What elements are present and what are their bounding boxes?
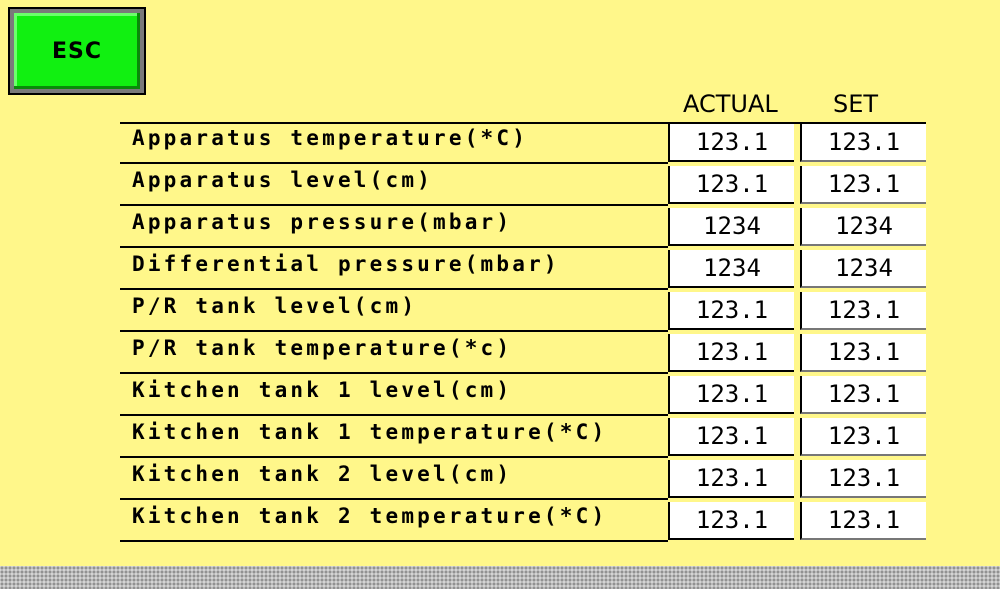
actual-value-field: 123.1 [668,460,794,498]
row-divider [120,540,668,542]
table-row: Kitchen tank 2 level(cm) 123.1 123.1 [120,458,926,500]
row-label: Kitchen tank 1 level(cm) [132,378,513,402]
row-divider [120,330,668,332]
table-row: Apparatus level(cm) 123.1 123.1 [120,164,926,206]
table-row: Kitchen tank 1 level(cm) 123.1 123.1 [120,374,926,416]
actual-column-header: ACTUAL [683,90,778,118]
table-top-divider [120,122,926,124]
row-divider [120,162,668,164]
row-label: Kitchen tank 2 level(cm) [132,462,513,486]
row-label: P/R tank level(cm) [132,294,418,318]
table-row: Differential pressure(mbar) 1234 1234 [120,248,926,290]
set-value-input[interactable]: 1234 [800,208,926,246]
actual-value-field: 123.1 [668,292,794,330]
row-divider [120,372,668,374]
row-label: Apparatus pressure(mbar) [132,210,513,234]
row-label: P/R tank temperature(*c) [132,336,513,360]
actual-value-field: 1234 [668,208,794,246]
row-divider [120,498,668,500]
set-value-input[interactable]: 123.1 [800,166,926,204]
actual-value-field: 123.1 [668,502,794,540]
set-value-input[interactable]: 123.1 [800,460,926,498]
table-row: Kitchen tank 2 temperature(*C) 123.1 123.1 [120,500,926,542]
set-value-input[interactable]: 123.1 [800,334,926,372]
esc-button[interactable]: ESC [8,7,146,95]
row-divider [120,246,668,248]
row-label: Kitchen tank 2 temperature(*C) [132,504,608,528]
table-row: P/R tank level(cm) 123.1 123.1 [120,290,926,332]
row-label: Differential pressure(mbar) [132,252,560,276]
actual-value-field: 123.1 [668,334,794,372]
set-value-input[interactable]: 123.1 [800,292,926,330]
actual-value-field: 123.1 [668,418,794,456]
row-divider [120,456,668,458]
set-value-input[interactable]: 123.1 [800,376,926,414]
row-divider [120,204,668,206]
table-row: Apparatus pressure(mbar) 1234 1234 [120,206,926,248]
set-value-input[interactable]: 1234 [800,250,926,288]
table-row: Kitchen tank 1 temperature(*C) 123.1 123.1 [120,416,926,458]
table-row: P/R tank temperature(*c) 123.1 123.1 [120,332,926,374]
set-column-header: SET [833,90,879,118]
row-label: Kitchen tank 1 temperature(*C) [132,420,608,444]
set-value-input[interactable]: 123.1 [800,124,926,162]
row-divider [120,414,668,416]
actual-value-field: 123.1 [668,124,794,162]
row-divider [120,288,668,290]
row-label: Apparatus temperature(*C) [132,126,529,150]
set-value-input[interactable]: 123.1 [800,418,926,456]
set-value-input[interactable]: 123.1 [800,502,926,540]
status-bar [0,566,1000,589]
actual-value-field: 123.1 [668,376,794,414]
actual-value-field: 1234 [668,250,794,288]
row-label: Apparatus level(cm) [132,168,434,192]
actual-value-field: 123.1 [668,166,794,204]
table-row: Apparatus temperature(*C) 123.1 123.1 [120,122,926,164]
